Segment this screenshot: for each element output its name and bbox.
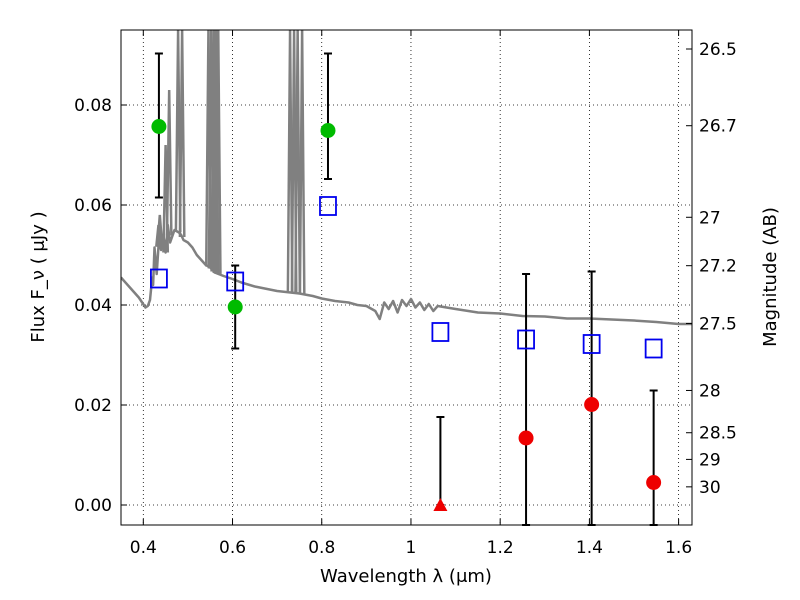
- x-axis-label: Wavelength λ (μm): [320, 566, 492, 587]
- magnitude-tick-label: 28.5: [699, 424, 737, 444]
- magnitude-tick-label: 27: [699, 208, 721, 228]
- x-tick-label: 1: [406, 538, 417, 558]
- magnitude-axis-ticks: 26.5 26.7 27 27.2 27.5 28 28.5 29 30: [686, 40, 737, 498]
- y-tick-label: 0.06: [74, 196, 112, 216]
- magnitude-axis-label: Magnitude (AB): [760, 207, 781, 347]
- x-tick-label: 1.2: [487, 538, 514, 558]
- x-tick-label: 0.8: [308, 538, 335, 558]
- upper-limit-triangle: [433, 498, 448, 511]
- plot-frame: [120, 29, 693, 526]
- magnitude-tick-label: 26.7: [699, 117, 737, 137]
- emission-line: [298, 30, 306, 295]
- grid: [121, 30, 692, 525]
- y-tick-label: 0.02: [74, 396, 112, 416]
- x-tick-label: 1.4: [576, 538, 603, 558]
- emission-line: [294, 30, 302, 294]
- data-markers: [150, 119, 663, 511]
- template-spectrum: [121, 30, 692, 326]
- magnitude-tick-label: 26.5: [699, 40, 737, 60]
- y-axis-label: Flux F_ν ( μJy ): [28, 211, 49, 342]
- emission-line: [178, 30, 186, 238]
- non-detection-point: [518, 430, 534, 446]
- emission-line: [156, 214, 164, 245]
- model-flux-square: [582, 334, 601, 354]
- y-tick-label: 0.08: [74, 96, 112, 116]
- detection-point: [151, 119, 167, 134]
- detection-point: [227, 299, 243, 315]
- emission-line: [165, 89, 173, 236]
- magnitude-tick-label: 28: [699, 381, 721, 401]
- model-flux-square: [431, 322, 450, 342]
- model-flux-square: [319, 196, 337, 216]
- x-tick-label: 0.4: [130, 538, 157, 558]
- detection-point: [320, 123, 336, 138]
- magnitude-tick-label: 30: [699, 478, 721, 498]
- magnitude-tick-label: 29: [699, 450, 721, 470]
- model-flux-square: [150, 268, 168, 289]
- x-tick-label: 1.6: [665, 538, 692, 558]
- y-tick-label: 0.00: [74, 496, 112, 516]
- emission-line: [214, 30, 222, 274]
- magnitude-tick-label: 27.5: [699, 314, 737, 334]
- x-axis-ticks: 0.4 0.6 0.8 1 1.2 1.4 1.6: [130, 30, 692, 558]
- y-tick-label: 0.04: [74, 296, 112, 316]
- spectrum-continuum: [121, 223, 692, 326]
- x-tick-label: 0.6: [219, 538, 246, 558]
- model-flux-square: [644, 338, 663, 359]
- non-detection-point: [646, 475, 662, 490]
- magnitude-tick-label: 27.2: [699, 257, 737, 277]
- non-detection-point: [584, 397, 600, 412]
- model-flux-square: [226, 271, 245, 292]
- y-axis-ticks: 0.00 0.02 0.04 0.06 0.08: [74, 96, 127, 516]
- model-flux-square: [517, 329, 535, 350]
